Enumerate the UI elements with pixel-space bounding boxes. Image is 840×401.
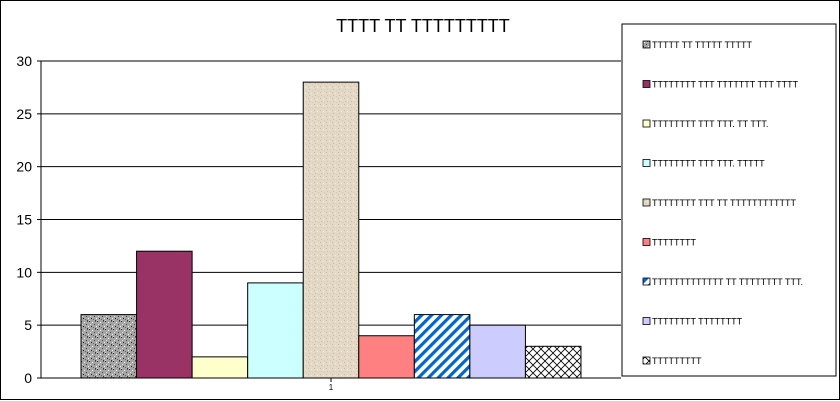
legend-label: TTTTTTTTTTTTT TT TTTTTTTT TTT. (652, 277, 803, 287)
legend: TTTTT TT TTTTT TTTTT TTTTTTTT TTT TTTTTTT… (621, 23, 837, 377)
y-tick-label: 5 (24, 317, 32, 333)
x-tick-label: 1 (329, 383, 334, 392)
chart-title: TTTT TT TTTTTTTTT (336, 16, 510, 36)
bar (247, 282, 304, 379)
legend-swatch (642, 277, 651, 286)
y-tick-label: 20 (16, 159, 32, 175)
legend-label: TTTTTTTT TTTTTTTT (652, 317, 743, 327)
y-tick-label: 10 (16, 264, 32, 280)
legend-label: TTTTTTTT TTT TT TTTTTTTTTTTT (652, 198, 796, 208)
legend-label: TTTTTTTT TTT TTT. TTTTT (652, 159, 765, 169)
bars (80, 81, 582, 379)
bar (358, 335, 415, 379)
legend-swatch (642, 119, 651, 128)
legend-item: TTTTTTTT TTTTTTTT (642, 317, 743, 327)
legend-item: TTTTTTTTT (642, 356, 702, 366)
legend-swatch (642, 40, 651, 49)
legend-item: TTTTTTTT TTT TTT. TTTTT (642, 159, 765, 169)
y-tick-label: 25 (16, 106, 32, 122)
y-tick-label: 30 (16, 53, 32, 69)
bar (302, 81, 360, 379)
bar (413, 314, 471, 379)
legend-item: TTTTTTTT TTT TT TTTTTTTTTTTT (642, 198, 796, 208)
bar (524, 345, 582, 379)
legend-swatch (642, 356, 651, 365)
bar (469, 324, 526, 379)
legend-label: TTTTTTTT TTT TTT. TT TTT. (652, 119, 768, 129)
legend-item: TTTTTTTT (642, 238, 696, 248)
bar (191, 356, 249, 379)
legend-box (621, 23, 837, 377)
legend-swatch (642, 317, 651, 325)
y-tick-label: 15 (16, 212, 32, 228)
legend-swatch (642, 159, 651, 167)
y-tick-label: 0 (24, 370, 32, 386)
legend-swatch (642, 238, 651, 246)
legend-swatch (642, 80, 651, 88)
legend-label: TTTTT TT TTTTT TTTTT (652, 40, 752, 50)
legend-item: TTTTTTTT TTT TTTTTTT TTT TTTT (642, 80, 799, 90)
legend-label: TTTTTTTT (652, 238, 696, 248)
legend-swatch (642, 198, 651, 207)
legend-label: TTTTTTTT TTT TTTTTTT TTT TTTT (652, 80, 799, 90)
legend-item: TTTTTTTTTTTTT TT TTTTTTTT TTT. (642, 277, 803, 287)
legend-item: TTTTTTTT TTT TTT. TT TTT. (642, 119, 768, 129)
bar (136, 250, 193, 379)
x-axis: 1 (329, 378, 334, 392)
bar (80, 314, 138, 379)
legend-label: TTTTTTTTT (652, 356, 702, 366)
legend-item: TTTTT TT TTTTT TTTTT (642, 40, 752, 50)
